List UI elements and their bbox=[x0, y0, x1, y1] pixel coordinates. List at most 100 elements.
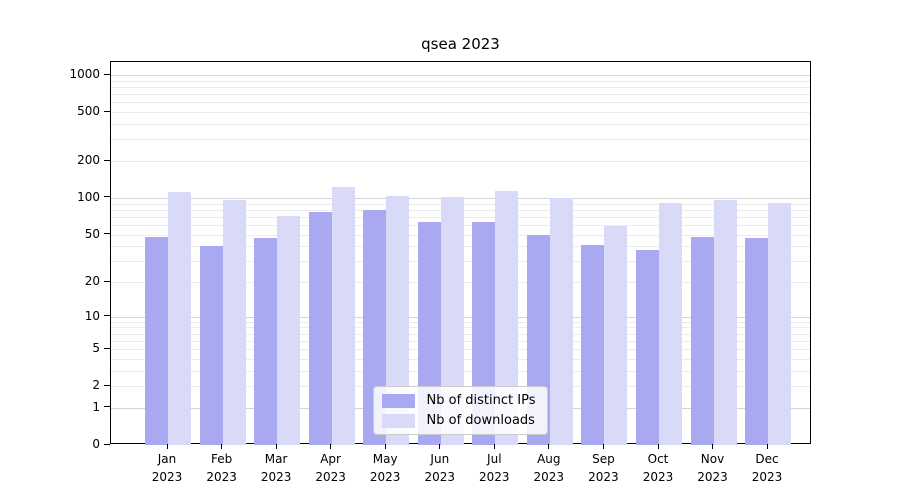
legend-swatch bbox=[381, 413, 415, 428]
x-tick-label-month: Jun bbox=[430, 452, 450, 466]
grid-line-minor bbox=[111, 102, 810, 104]
x-tick-label: Aug 2023 bbox=[504, 450, 594, 486]
y-tick-mark bbox=[104, 73, 110, 75]
y-tick-label: 500 bbox=[77, 104, 100, 119]
x-tick-mark bbox=[712, 444, 713, 449]
x-tick-label-month: Aug bbox=[537, 452, 561, 466]
bars-layer bbox=[111, 62, 810, 445]
x-tick-label-year: 2023 bbox=[588, 470, 619, 484]
y-tick-mark bbox=[104, 110, 110, 112]
x-tick-label: Sep 2023 bbox=[558, 450, 648, 486]
legend-label: Nb of distinct IPs bbox=[426, 393, 536, 408]
x-tick-label-year: 2023 bbox=[369, 470, 401, 484]
bar-nb-of-distinct-ips bbox=[636, 250, 659, 445]
x-tick-label-year: 2023 bbox=[424, 470, 456, 484]
x-tick-label-month: Oct bbox=[647, 452, 669, 466]
x-tick-label-year: 2023 bbox=[206, 470, 237, 484]
y-tick-mark bbox=[104, 233, 110, 234]
legend-swatch bbox=[381, 393, 415, 408]
x-tick-label: Dec 2023 bbox=[722, 450, 812, 486]
y-tick-mark bbox=[104, 196, 110, 198]
bar-nb-of-downloads bbox=[168, 191, 191, 445]
y-tick-mark bbox=[104, 443, 110, 445]
x-tick-label-year: 2023 bbox=[315, 470, 346, 484]
bar-nb-of-downloads bbox=[713, 200, 737, 445]
bar-nb-of-distinct-ips bbox=[308, 211, 332, 445]
x-tick-label-year: 2023 bbox=[479, 470, 510, 484]
grid-line-minor bbox=[111, 87, 810, 88]
x-tick-label-month: Jul bbox=[487, 452, 502, 466]
bar-nb-of-downloads bbox=[331, 186, 355, 445]
grid-line-minor bbox=[111, 94, 810, 96]
grid-line-minor bbox=[111, 161, 810, 162]
bar-nb-of-distinct-ips bbox=[254, 237, 278, 445]
x-tick-label-month: Feb bbox=[210, 452, 233, 466]
x-tick-label: Apr 2023 bbox=[286, 450, 376, 486]
y-tick-label: 2 bbox=[92, 378, 100, 393]
grid-line-minor bbox=[111, 80, 810, 82]
legend-row: Nb of distinct IPs bbox=[381, 393, 536, 408]
y-tick-mark bbox=[104, 406, 110, 408]
x-tick-label: Jan 2023 bbox=[122, 450, 212, 486]
legend-label: Nb of downloads bbox=[426, 413, 535, 428]
x-tick-label-year: 2023 bbox=[697, 470, 728, 484]
x-tick-label: Oct 2023 bbox=[613, 450, 703, 486]
y-tick-mark bbox=[104, 315, 110, 317]
x-tick-label: Nov 2023 bbox=[668, 450, 758, 486]
bar-nb-of-downloads bbox=[386, 195, 410, 445]
x-tick-label-year: 2023 bbox=[260, 470, 292, 484]
grid-line-major bbox=[111, 75, 810, 76]
x-tick-label-month: Nov bbox=[700, 452, 725, 466]
grid-line-minor bbox=[111, 139, 810, 141]
x-tick-mark bbox=[384, 444, 386, 449]
y-tick-mark bbox=[104, 159, 110, 161]
x-tick-mark bbox=[166, 444, 168, 449]
y-tick-label: 20 bbox=[84, 274, 100, 288]
legend: Nb of distinct IPs Nb of downloads bbox=[372, 386, 549, 435]
x-tick-label-month: Sep bbox=[592, 452, 615, 466]
x-tick-label: Jun 2023 bbox=[395, 450, 485, 486]
x-tick-label: Mar 2023 bbox=[231, 450, 321, 486]
x-tick-label-year: 2023 bbox=[533, 470, 565, 484]
x-tick-label-month: Apr bbox=[320, 452, 341, 466]
x-tick-mark bbox=[330, 444, 332, 449]
x-tick-mark bbox=[766, 444, 768, 449]
y-tick-mark bbox=[104, 384, 110, 386]
bar-nb-of-downloads bbox=[222, 200, 246, 445]
y-tick-label: 5 bbox=[92, 341, 100, 356]
bar-nb-of-distinct-ips bbox=[690, 236, 714, 445]
x-tick-mark bbox=[602, 444, 604, 449]
legend-row: Nb of downloads bbox=[381, 413, 536, 428]
bar-nb-of-downloads bbox=[549, 197, 573, 445]
x-tick-label-month: Jan bbox=[157, 452, 177, 466]
bar-nb-of-distinct-ips bbox=[145, 236, 168, 445]
x-tick-label-year: 2023 bbox=[642, 470, 674, 484]
x-tick-label-month: Mar bbox=[264, 452, 288, 466]
bar-nb-of-distinct-ips bbox=[199, 246, 223, 445]
bar-nb-of-distinct-ips bbox=[581, 244, 605, 445]
x-tick-mark bbox=[439, 444, 441, 449]
grid-line-minor bbox=[111, 124, 810, 125]
bar-nb-of-downloads bbox=[768, 202, 791, 445]
y-tick-label: 10 bbox=[84, 308, 100, 323]
x-tick-label: Jul 2023 bbox=[449, 450, 539, 486]
y-tick-mark bbox=[104, 280, 110, 282]
bar-nb-of-distinct-ips bbox=[745, 237, 768, 445]
bar-nb-of-downloads bbox=[440, 197, 464, 445]
x-tick-mark bbox=[493, 444, 495, 449]
bar-nb-of-downloads bbox=[659, 202, 682, 445]
x-tick-mark bbox=[548, 444, 550, 449]
y-tick-label: 100 bbox=[77, 189, 100, 204]
x-tick-label-month: May bbox=[372, 452, 398, 466]
y-tick-mark bbox=[104, 347, 110, 349]
x-tick-mark bbox=[657, 444, 659, 449]
bar-nb-of-downloads bbox=[495, 190, 519, 445]
chart-title: qsea 2023 bbox=[421, 35, 500, 53]
x-tick-label: May 2023 bbox=[340, 450, 430, 486]
y-tick-label: 0 bbox=[92, 437, 100, 451]
plot-area: Nb of distinct IPs Nb of downloads bbox=[110, 61, 811, 445]
y-tick-label: 1000 bbox=[69, 67, 100, 81]
y-tick-label: 200 bbox=[77, 153, 100, 167]
y-tick-label: 1 bbox=[92, 399, 100, 414]
x-tick-mark bbox=[275, 444, 277, 449]
